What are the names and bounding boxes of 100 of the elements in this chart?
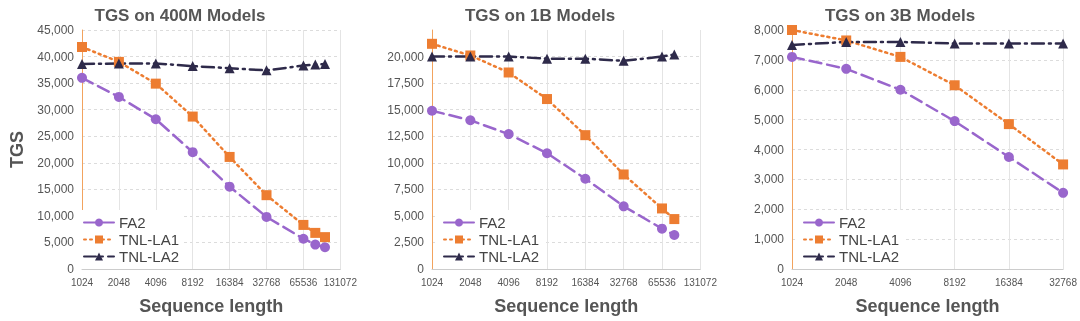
x-tick-label: 1024 xyxy=(70,276,94,288)
y-tick-label: 45,000 xyxy=(37,23,75,37)
point xyxy=(618,201,629,212)
point xyxy=(1058,159,1069,170)
y-tick-label: 0 xyxy=(417,262,425,276)
legend-label: FA2 xyxy=(839,214,866,231)
point xyxy=(1003,38,1014,49)
x-tick-label: 2048 xyxy=(459,276,482,288)
legend-label: TNL-LA1 xyxy=(479,231,540,248)
point xyxy=(618,55,629,66)
y-tick-label: 5,000 xyxy=(753,112,785,127)
x-tick-label: 1024 xyxy=(420,276,444,288)
x-tick-label: 8192 xyxy=(535,276,559,288)
legend-label: TNL-LA2 xyxy=(479,248,540,265)
point xyxy=(787,25,797,35)
point xyxy=(427,51,437,62)
point xyxy=(541,94,552,105)
x-axis-title: Sequence length xyxy=(494,296,639,316)
point xyxy=(656,51,667,62)
y-tick-label: 5,000 xyxy=(393,208,425,223)
legend-label: TNL-LA2 xyxy=(839,248,900,265)
y-tick-label: 35,000 xyxy=(37,76,75,91)
x-tick-label: 8192 xyxy=(181,276,205,288)
point xyxy=(77,58,87,69)
y-tick-label: 7,500 xyxy=(393,182,425,197)
y-tick-label: 15,000 xyxy=(387,102,425,117)
x-tick-label: 32768 xyxy=(252,276,281,288)
y-tick-label: 0 xyxy=(777,262,785,276)
y-tick-label: 2,000 xyxy=(753,202,785,217)
point xyxy=(1058,38,1069,49)
point xyxy=(503,129,514,140)
point xyxy=(261,190,272,201)
point xyxy=(895,36,906,47)
point xyxy=(503,67,514,78)
x-tick-label: 131072 xyxy=(323,276,358,288)
x-axis-title: Sequence length xyxy=(139,296,284,316)
x-tick-label: 4096 xyxy=(144,276,168,288)
point xyxy=(113,91,124,102)
point xyxy=(949,116,960,127)
y-axis-title: TGS xyxy=(7,130,27,169)
chart-title: TGS on 400M Models xyxy=(94,6,266,25)
point xyxy=(224,151,235,162)
point xyxy=(949,80,960,91)
x-tick-label: 32768 xyxy=(1049,276,1078,288)
y-tick-label: 10,000 xyxy=(37,208,75,223)
y-tick-label: 10,000 xyxy=(387,155,425,170)
y-tick-label: 1,000 xyxy=(753,232,785,247)
legend-label: FA2 xyxy=(119,214,146,231)
point xyxy=(542,148,552,159)
y-tick-label: 25,000 xyxy=(37,129,75,144)
y-tick-label: 20,000 xyxy=(387,49,425,64)
chart-title: TGS on 3B Models xyxy=(824,6,976,25)
point xyxy=(841,63,852,74)
point xyxy=(503,51,514,62)
point xyxy=(618,169,629,180)
point xyxy=(150,114,161,125)
point xyxy=(656,203,667,214)
x-tick-label: 1024 xyxy=(780,276,804,288)
point xyxy=(580,53,591,64)
point xyxy=(224,63,235,74)
point xyxy=(261,211,272,222)
point xyxy=(895,84,906,95)
point xyxy=(541,53,552,64)
y-tick-label: 17,500 xyxy=(387,76,425,91)
point xyxy=(656,223,667,234)
point xyxy=(465,115,476,126)
x-tick-label: 2048 xyxy=(107,276,131,288)
y-tick-label: 0 xyxy=(67,262,75,276)
x-tick-label: 2048 xyxy=(835,276,858,288)
point xyxy=(580,173,591,184)
point xyxy=(224,181,235,192)
y-tick-label: 40,000 xyxy=(37,49,75,64)
legend-label: TNL-LA1 xyxy=(839,231,900,248)
x-tick-label: 4096 xyxy=(889,276,912,288)
y-tick-label: 5,000 xyxy=(43,235,75,250)
point xyxy=(187,61,198,72)
point xyxy=(298,219,309,230)
point xyxy=(787,39,797,50)
legend-label: TNL-LA1 xyxy=(119,231,180,248)
x-tick-label: 16384 xyxy=(994,276,1024,288)
chart-title: TGS on 1B Models xyxy=(464,6,616,25)
point xyxy=(949,38,960,49)
point xyxy=(1003,119,1014,130)
point xyxy=(1058,187,1069,198)
point xyxy=(580,130,591,141)
x-tick-label: 65536 xyxy=(289,276,318,288)
point xyxy=(787,51,797,62)
point xyxy=(187,111,198,122)
y-tick-label: 6,000 xyxy=(753,82,785,97)
y-tick-label: 15,000 xyxy=(37,182,75,197)
y-tick-label: 8,000 xyxy=(753,23,785,37)
point xyxy=(427,105,437,116)
point xyxy=(150,58,161,69)
legend-label: FA2 xyxy=(479,214,506,231)
point xyxy=(150,78,161,89)
x-tick-label: 131072 xyxy=(683,276,718,288)
x-tick-label: 32768 xyxy=(609,276,638,288)
point xyxy=(427,38,437,49)
point xyxy=(77,72,87,83)
x-tick-label: 16384 xyxy=(571,276,600,288)
